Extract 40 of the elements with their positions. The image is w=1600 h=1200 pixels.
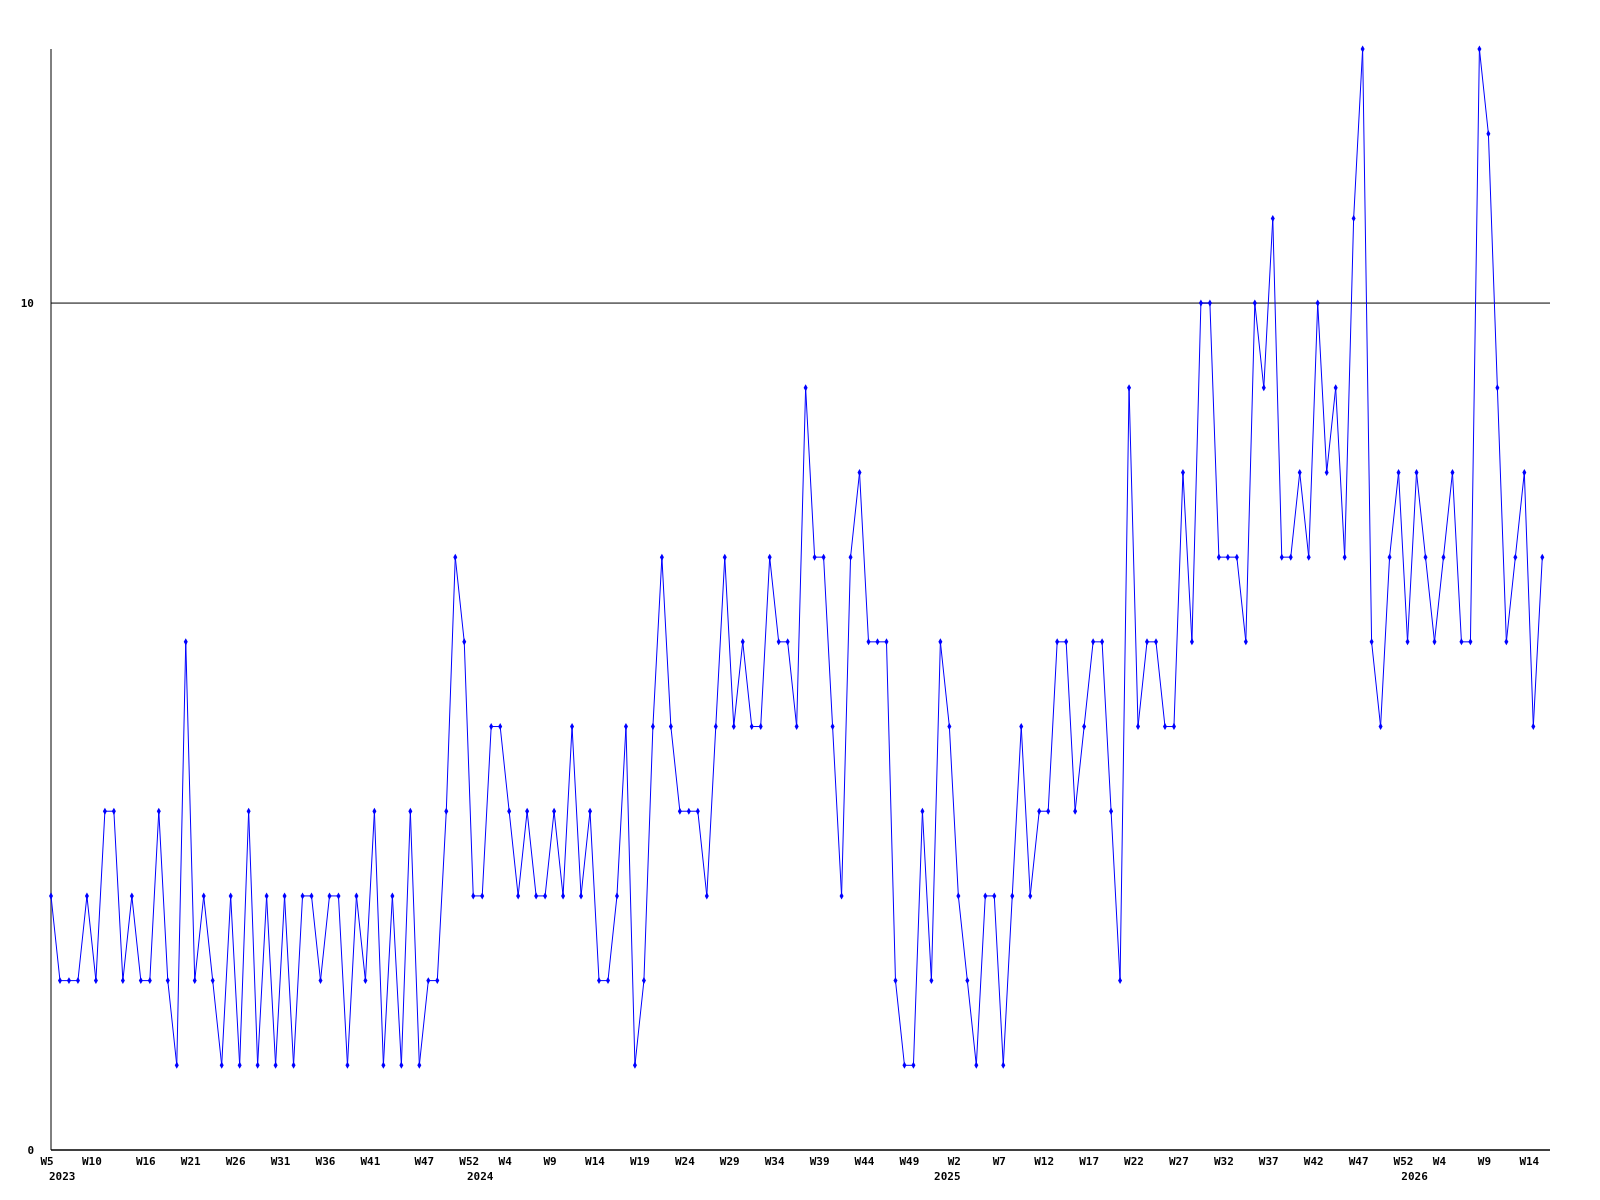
y-tick-label: 0 <box>27 1143 34 1157</box>
x-tick-label: W2 <box>947 1155 961 1168</box>
x-tick-label: W52 <box>1393 1155 1414 1168</box>
x-tick-label: W37 <box>1258 1155 1279 1168</box>
x-tick-label: W32 <box>1213 1155 1234 1168</box>
text: 2025 <box>934 1170 961 1183</box>
x-tick-label: W26 <box>225 1155 246 1168</box>
x-tick-label: W36 <box>315 1155 336 1168</box>
x-tick-label: W21 <box>180 1155 202 1168</box>
x-tick-label: W22 <box>1124 1155 1144 1168</box>
x-tick-label: W47 <box>414 1155 435 1168</box>
x-tick-label: W7 <box>992 1155 1006 1168</box>
x-tick-label: W39 <box>809 1155 830 1168</box>
x-tick-label: W16 <box>135 1155 157 1168</box>
x-tick-label: W14 <box>1519 1155 1540 1168</box>
x-tick-label: W47 <box>1348 1155 1369 1168</box>
x-tick-label: W52 <box>459 1155 480 1168</box>
x-tick-label: W12 <box>1034 1155 1055 1168</box>
x-tick-label: W10 <box>81 1155 102 1168</box>
x-tick-label: W27 <box>1169 1155 1189 1168</box>
x-tick-label: W9 <box>543 1155 557 1168</box>
x-tick-label: W41 <box>360 1155 381 1168</box>
x-tick-label: W24 <box>674 1155 696 1168</box>
x-tick-label: W4 <box>1432 1155 1447 1168</box>
x-tick-label: W34 <box>764 1155 785 1168</box>
x-tick-label: W31 <box>270 1155 291 1168</box>
x-tick-label: W29 <box>719 1155 740 1168</box>
x-tick-label: W4 <box>498 1155 513 1168</box>
text: 2023 <box>49 1170 76 1183</box>
y-tick-label: 10 <box>20 296 34 310</box>
x-tick-label: W44 <box>854 1155 875 1168</box>
x-tick-label: W9 <box>1477 1155 1492 1168</box>
x-tick-label: W5 <box>40 1155 54 1168</box>
x-tick-label: W19 <box>629 1155 650 1168</box>
x-tick-label: W42 <box>1303 1155 1324 1168</box>
x-tick-label: W17 <box>1079 1155 1100 1168</box>
text: 2026 <box>1401 1170 1429 1183</box>
x-tick-label: W49 <box>899 1155 920 1168</box>
x-tick-label: W14 <box>585 1155 606 1168</box>
text: 2024 <box>466 1170 494 1183</box>
